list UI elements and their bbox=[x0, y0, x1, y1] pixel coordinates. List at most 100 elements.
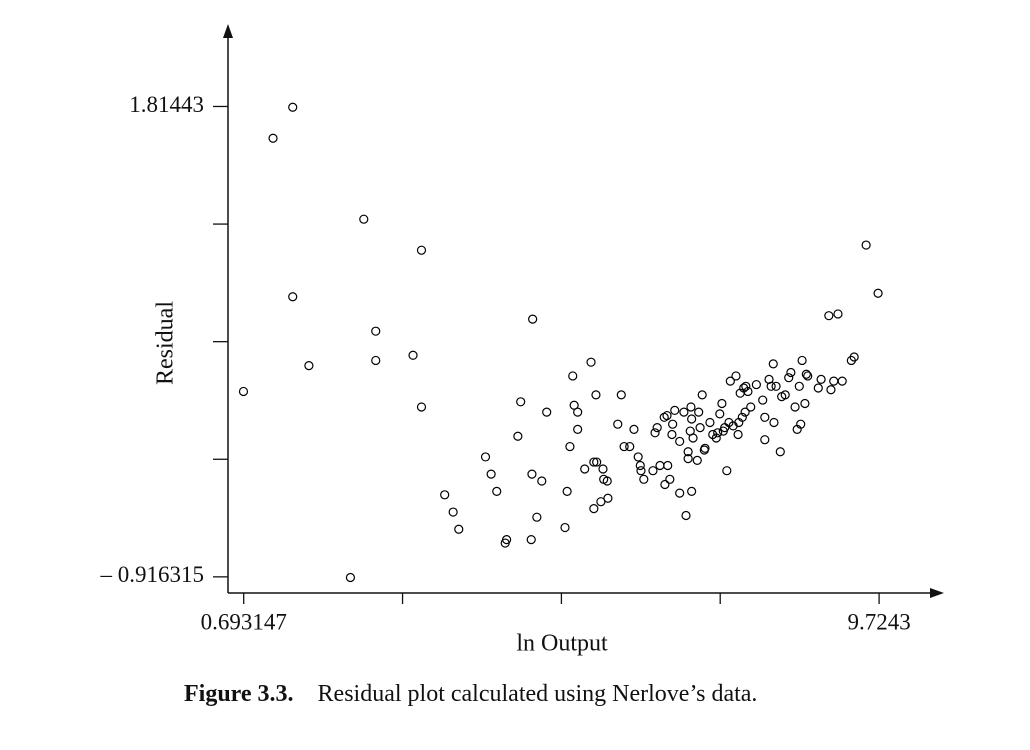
point bbox=[663, 460, 673, 471]
y-tick-label: 1.81443 bbox=[129, 92, 204, 117]
point bbox=[743, 386, 753, 397]
point bbox=[769, 417, 779, 428]
point bbox=[371, 326, 381, 336]
point bbox=[803, 371, 813, 381]
y-arrow bbox=[223, 24, 233, 38]
point bbox=[816, 374, 826, 385]
point bbox=[764, 374, 774, 385]
point bbox=[746, 402, 756, 412]
point bbox=[760, 435, 770, 445]
point bbox=[586, 357, 596, 367]
point bbox=[700, 443, 710, 453]
point bbox=[737, 412, 747, 422]
point bbox=[542, 407, 552, 417]
point bbox=[288, 292, 298, 302]
point bbox=[679, 407, 689, 417]
point bbox=[486, 469, 496, 479]
point bbox=[480, 452, 491, 462]
x-tick-label: 9.7243 bbox=[847, 609, 910, 634]
point bbox=[775, 447, 785, 457]
point bbox=[650, 428, 660, 438]
point bbox=[794, 381, 804, 391]
point bbox=[238, 386, 249, 397]
point bbox=[797, 355, 807, 366]
point bbox=[683, 447, 693, 457]
point bbox=[694, 407, 704, 417]
point bbox=[824, 311, 834, 321]
point bbox=[652, 423, 662, 433]
point bbox=[562, 486, 572, 496]
point bbox=[532, 512, 542, 522]
point bbox=[687, 414, 697, 424]
point bbox=[695, 423, 705, 433]
point bbox=[591, 390, 601, 400]
point bbox=[440, 490, 450, 500]
point bbox=[655, 460, 665, 471]
point bbox=[725, 376, 735, 386]
point bbox=[288, 102, 298, 112]
point bbox=[760, 412, 770, 422]
point bbox=[448, 507, 458, 517]
point bbox=[796, 419, 806, 429]
caption-text: Residual plot calculated using Nerlove’s… bbox=[318, 681, 758, 707]
point bbox=[784, 373, 794, 383]
point bbox=[766, 381, 776, 391]
point bbox=[665, 474, 675, 484]
point bbox=[741, 381, 751, 391]
point bbox=[589, 503, 599, 514]
point bbox=[639, 474, 649, 484]
x-axis-title: ln Output bbox=[516, 631, 608, 657]
point bbox=[722, 466, 732, 476]
y-axis-title: Residual bbox=[153, 301, 179, 385]
point bbox=[268, 133, 278, 143]
point bbox=[790, 402, 800, 412]
point bbox=[527, 469, 537, 479]
point bbox=[861, 240, 871, 250]
point bbox=[717, 398, 727, 409]
point bbox=[688, 433, 698, 443]
point bbox=[454, 524, 464, 534]
point bbox=[648, 466, 658, 476]
point bbox=[873, 288, 883, 298]
point bbox=[813, 383, 823, 393]
point bbox=[849, 352, 859, 362]
point bbox=[537, 476, 547, 486]
point bbox=[686, 402, 696, 412]
point bbox=[636, 466, 646, 476]
point bbox=[573, 424, 583, 434]
point bbox=[662, 410, 672, 421]
figure-label: Figure 3.3. bbox=[184, 681, 294, 707]
point bbox=[681, 510, 691, 521]
point bbox=[580, 464, 590, 474]
point bbox=[829, 376, 839, 386]
point bbox=[513, 431, 523, 441]
point bbox=[568, 371, 578, 381]
point bbox=[613, 419, 623, 429]
point bbox=[833, 309, 843, 319]
point bbox=[589, 457, 599, 467]
y-tick-label: – 0.916315 bbox=[100, 562, 205, 587]
point bbox=[592, 457, 602, 467]
x-arrow bbox=[930, 588, 944, 598]
point bbox=[692, 455, 702, 465]
caption: Figure 3.3. Residual plot calculated usin… bbox=[184, 681, 757, 707]
point bbox=[801, 369, 811, 379]
point bbox=[345, 572, 356, 583]
point bbox=[625, 441, 635, 452]
point bbox=[771, 381, 781, 391]
point bbox=[751, 379, 761, 390]
point bbox=[619, 441, 629, 452]
point bbox=[633, 452, 643, 462]
x-tick-label: 0.693147 bbox=[201, 609, 287, 634]
point bbox=[635, 460, 645, 471]
point bbox=[359, 214, 369, 224]
point bbox=[603, 493, 613, 503]
point bbox=[416, 402, 427, 412]
point bbox=[687, 486, 697, 496]
point bbox=[516, 397, 526, 407]
point bbox=[800, 398, 810, 409]
point bbox=[715, 409, 725, 419]
point bbox=[768, 359, 778, 369]
point bbox=[502, 535, 512, 545]
